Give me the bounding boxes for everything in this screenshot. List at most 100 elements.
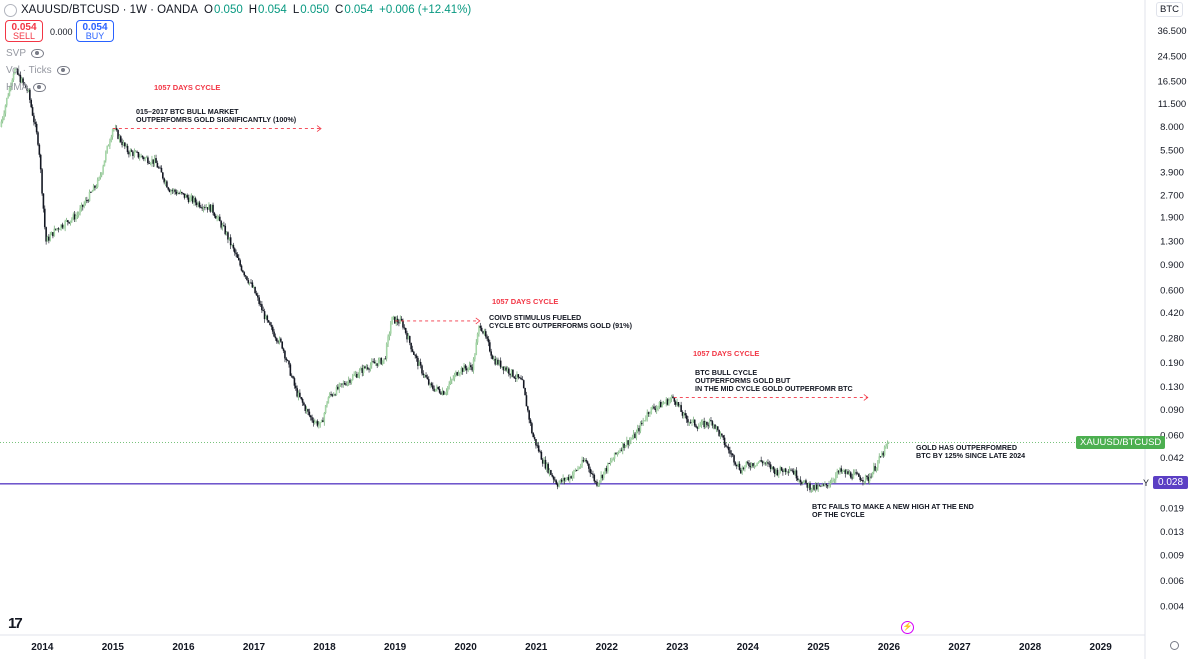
candle-body [786, 471, 788, 473]
candle-body [877, 461, 879, 468]
eye-icon[interactable] [56, 66, 70, 75]
candle-body [555, 480, 558, 485]
candle-body [261, 304, 263, 311]
sell-button[interactable]: 0.054 SELL [5, 20, 43, 42]
candle-body [848, 472, 851, 475]
candle-body [148, 163, 151, 164]
candle-body [426, 377, 429, 380]
candle-body [537, 445, 540, 452]
candle-body [719, 433, 722, 436]
candle-body [419, 361, 422, 366]
candle-body [836, 471, 838, 476]
candle-body [194, 198, 197, 203]
tradingview-logo[interactable]: 17 [8, 615, 23, 632]
candle-body [442, 391, 445, 395]
price-tick-label: 8.000 [1160, 122, 1184, 133]
candle-body [30, 99, 33, 108]
candle-body [754, 465, 757, 467]
candle-body [242, 270, 244, 273]
candle-body [444, 393, 446, 395]
candle-body [612, 458, 615, 461]
indicator-svp[interactable]: SVP [6, 48, 45, 59]
candle-body [543, 459, 545, 464]
candle-body [531, 423, 533, 434]
candle-body [362, 366, 365, 373]
price-tick-label: 0.420 [1160, 308, 1184, 319]
candle-body [807, 483, 810, 488]
buy-label: BUY [85, 31, 105, 41]
candle-body [809, 483, 811, 491]
candle-body [578, 467, 581, 469]
candle-body [767, 462, 769, 464]
candle-body [153, 158, 156, 164]
candle-body [757, 462, 760, 463]
candle-body [92, 185, 95, 192]
candle-body [341, 383, 343, 385]
eye-icon[interactable] [31, 49, 45, 58]
candle-body [183, 193, 186, 198]
candle-body [231, 244, 233, 246]
candle-body [39, 154, 42, 170]
candle-body [871, 472, 874, 478]
candle-body [609, 460, 612, 464]
candle-body [233, 248, 236, 253]
price-tick-label: 2.700 [1160, 191, 1184, 202]
candle-body [562, 478, 564, 482]
candle-body [251, 282, 254, 288]
candle-body [470, 365, 472, 368]
candle-body [722, 435, 724, 438]
candle-body [756, 462, 758, 466]
candle-body [244, 275, 247, 277]
candle-body [377, 359, 380, 366]
candle-body [494, 358, 497, 365]
candle-body [84, 200, 87, 204]
candle-body [147, 157, 149, 164]
currency-button[interactable]: BTC [1156, 2, 1183, 17]
candle-body [769, 464, 772, 469]
candle-body [156, 162, 159, 168]
candle-body [514, 378, 517, 379]
candle-body [825, 483, 828, 486]
candle-body [740, 469, 742, 474]
candle-body [451, 379, 453, 381]
candle-body [111, 129, 114, 137]
candle-body [716, 426, 719, 430]
candle-body [61, 224, 64, 228]
candle-body [711, 421, 714, 426]
candle-body [703, 421, 705, 428]
price-tick-label: 0.004 [1160, 602, 1184, 613]
candle-body [522, 380, 525, 388]
candle-body [710, 420, 712, 422]
candle-body [415, 355, 418, 358]
open-value: 0.050 [213, 4, 243, 16]
candle-body [687, 419, 689, 423]
candle-body [790, 469, 792, 471]
indicator-volume[interactable]: Vol · Ticks [6, 65, 70, 76]
candle-body [140, 155, 142, 158]
eye-icon[interactable] [33, 83, 47, 92]
bolt-icon[interactable]: ⚡ [901, 621, 914, 634]
buy-button[interactable]: 0.054 BUY [76, 20, 114, 42]
candle-body [137, 152, 140, 158]
candle-body [787, 471, 790, 473]
candle-body [20, 78, 23, 83]
indicator-hma[interactable]: HMA [6, 82, 47, 93]
candle-body [42, 193, 45, 209]
candle-body [616, 452, 619, 455]
candle-body [57, 228, 60, 230]
candle-body [149, 163, 152, 165]
symbol-logo-icon [4, 3, 17, 17]
gear-icon[interactable] [1170, 641, 1179, 650]
candle-body [621, 443, 624, 451]
candle-body [780, 467, 783, 471]
open-label: O [204, 4, 213, 16]
price-tick-label: 0.013 [1160, 527, 1184, 538]
candle-body [533, 437, 536, 440]
candle-body [18, 74, 20, 76]
price-tick-label: 1.900 [1160, 213, 1184, 224]
candle-body [117, 130, 119, 139]
symbol-title[interactable]: XAUUSD/BTCUSD · 1W · OANDA [21, 4, 198, 16]
candle-body [559, 479, 562, 483]
candle-body [499, 360, 502, 368]
